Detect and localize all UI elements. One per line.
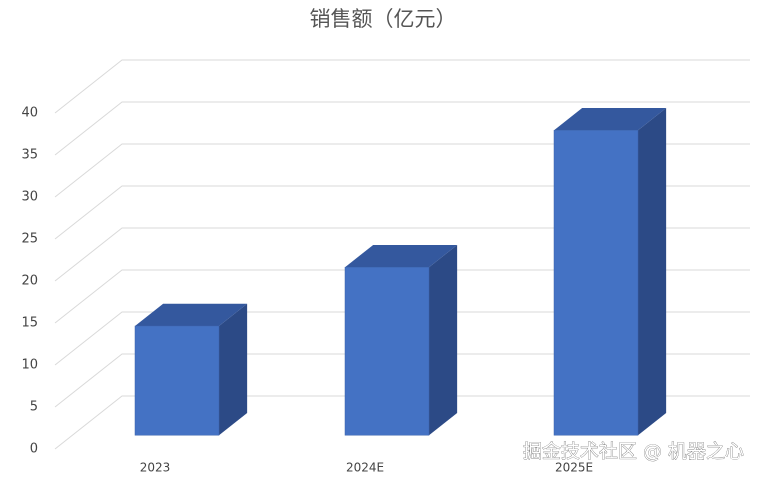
y-tick-label: 35	[21, 148, 38, 163]
bar	[134, 325, 220, 436]
y-tick-label: 15	[21, 316, 38, 331]
bar	[344, 266, 430, 436]
y-tick-label: 20	[21, 274, 38, 289]
bar-top	[345, 244, 458, 268]
grid-line	[54, 353, 750, 408]
bar-side	[638, 108, 667, 436]
bar-top	[135, 303, 248, 327]
y-tick-label: 0	[30, 442, 38, 457]
y-tick-label: 5	[30, 400, 38, 415]
bar	[553, 130, 639, 436]
x-tick-label: 2025E	[555, 461, 593, 475]
y-tick-label: 10	[21, 358, 38, 373]
grid-line	[54, 311, 750, 366]
grid-line	[54, 101, 750, 156]
grid-line	[54, 143, 750, 198]
x-tick-label: 2023	[140, 461, 171, 475]
bar-side	[429, 244, 458, 436]
y-tick-label: 40	[21, 106, 38, 121]
grid-line	[54, 59, 750, 114]
y-tick-label: 30	[21, 190, 38, 205]
grid-line	[54, 227, 750, 282]
watermark: 掘金技术社区 @ 机器之心	[523, 441, 744, 463]
grid-line	[54, 185, 750, 240]
grid-line	[54, 269, 750, 324]
y-tick-label: 25	[21, 232, 38, 247]
x-tick-label: 2024E	[346, 461, 384, 475]
bar-top	[554, 108, 667, 131]
bar-side	[219, 303, 248, 436]
grid-line	[54, 395, 750, 450]
chart-title: 销售额（亿元）	[310, 7, 457, 31]
